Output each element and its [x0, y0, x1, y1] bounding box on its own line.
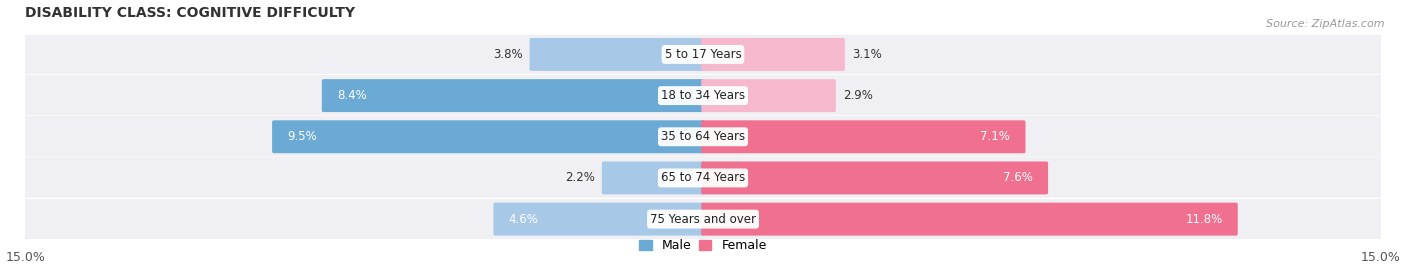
- FancyBboxPatch shape: [530, 38, 704, 71]
- FancyBboxPatch shape: [702, 38, 845, 71]
- Text: 65 to 74 Years: 65 to 74 Years: [661, 171, 745, 184]
- Text: 7.1%: 7.1%: [980, 130, 1010, 143]
- Text: 2.2%: 2.2%: [565, 171, 595, 184]
- FancyBboxPatch shape: [702, 120, 1025, 153]
- FancyBboxPatch shape: [702, 79, 835, 112]
- FancyBboxPatch shape: [702, 161, 1047, 194]
- Text: 3.8%: 3.8%: [492, 48, 523, 61]
- FancyBboxPatch shape: [22, 158, 1384, 198]
- Text: DISABILITY CLASS: COGNITIVE DIFFICULTY: DISABILITY CLASS: COGNITIVE DIFFICULTY: [25, 6, 356, 19]
- Text: 3.1%: 3.1%: [852, 48, 882, 61]
- FancyBboxPatch shape: [22, 35, 1384, 74]
- Text: 75 Years and over: 75 Years and over: [650, 213, 756, 226]
- FancyBboxPatch shape: [494, 203, 704, 236]
- FancyBboxPatch shape: [273, 120, 704, 153]
- Text: 2.9%: 2.9%: [844, 89, 873, 102]
- Text: 7.6%: 7.6%: [1002, 171, 1033, 184]
- Text: 35 to 64 Years: 35 to 64 Years: [661, 130, 745, 143]
- Legend: Male, Female: Male, Female: [634, 234, 772, 257]
- FancyBboxPatch shape: [702, 203, 1237, 236]
- FancyBboxPatch shape: [322, 79, 704, 112]
- Text: 11.8%: 11.8%: [1185, 213, 1222, 226]
- FancyBboxPatch shape: [22, 199, 1384, 239]
- Text: 18 to 34 Years: 18 to 34 Years: [661, 89, 745, 102]
- FancyBboxPatch shape: [22, 76, 1384, 115]
- Text: 4.6%: 4.6%: [509, 213, 538, 226]
- Text: Source: ZipAtlas.com: Source: ZipAtlas.com: [1267, 19, 1385, 29]
- FancyBboxPatch shape: [602, 161, 704, 194]
- FancyBboxPatch shape: [22, 117, 1384, 157]
- Text: 5 to 17 Years: 5 to 17 Years: [665, 48, 741, 61]
- Text: 8.4%: 8.4%: [337, 89, 367, 102]
- Text: 9.5%: 9.5%: [287, 130, 318, 143]
